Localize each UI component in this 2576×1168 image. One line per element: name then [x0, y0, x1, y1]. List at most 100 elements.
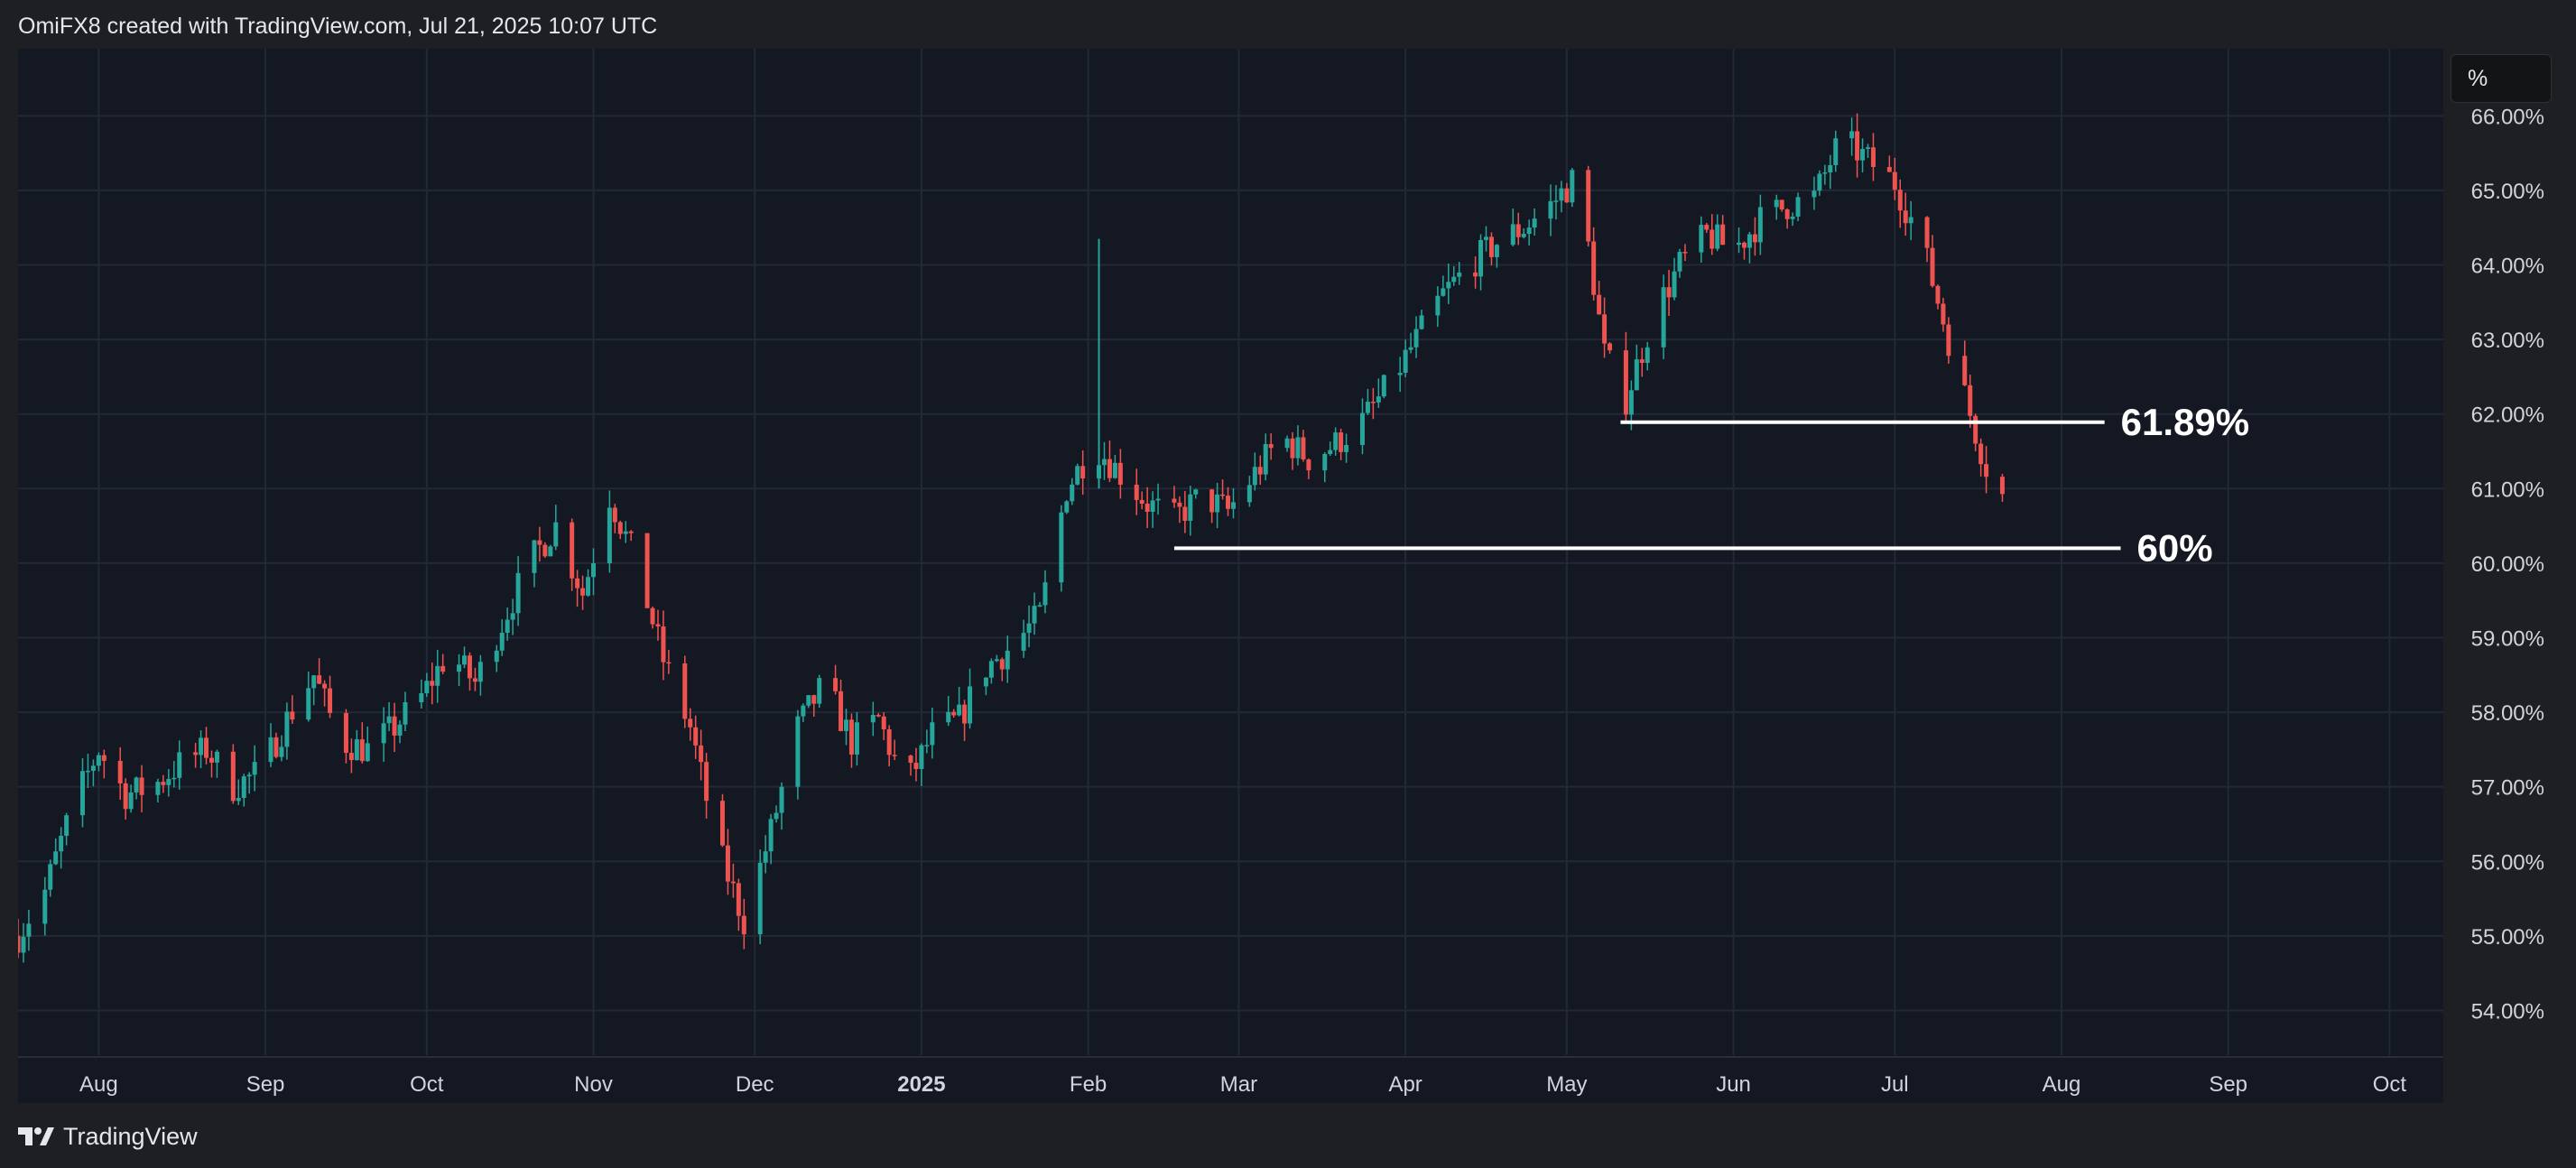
candle-body: [494, 650, 499, 663]
candle-body: [1984, 464, 1989, 477]
candle: [230, 744, 236, 804]
candle-body: [1290, 438, 1295, 459]
candle-body: [1930, 247, 1935, 286]
candle: [1704, 222, 1710, 234]
candle: [1435, 286, 1441, 328]
candle-body: [204, 737, 209, 758]
candle: [999, 657, 1005, 681]
candle-body: [913, 763, 919, 770]
tradingview-logo-icon: [18, 1127, 54, 1145]
candle-body: [1182, 506, 1188, 521]
candle-body: [1215, 494, 1220, 513]
candle: [870, 701, 876, 737]
y-tick-label: 61.00%: [2471, 477, 2544, 502]
tradingview-brand[interactable]: TradingView: [18, 1123, 198, 1150]
candle: [1822, 164, 1828, 185]
candle-body: [946, 711, 951, 723]
candle: [1376, 378, 1381, 408]
candle-body: [848, 719, 854, 755]
candle: [1419, 310, 1424, 330]
candle: [1032, 592, 1037, 635]
candle-body: [553, 522, 559, 547]
candle: [1526, 219, 1532, 246]
candle: [1817, 170, 1822, 196]
candle-body: [1370, 402, 1376, 403]
chart-area[interactable]: 61.89% 60% Aug Sep Oct Nov Dec 2025 Feb Mar Apr May…: [18, 49, 2443, 1103]
candle-body: [1026, 623, 1032, 634]
candle: [655, 609, 661, 641]
candle: [1112, 455, 1117, 479]
candle: [1155, 483, 1161, 515]
candle: [1182, 491, 1188, 533]
candle: [1257, 455, 1263, 486]
candle-body: [1359, 413, 1365, 445]
candle-body: [1946, 324, 1951, 357]
candle: [79, 758, 85, 828]
candle: [962, 700, 968, 741]
candle-body: [612, 507, 617, 523]
candle-body: [273, 737, 279, 757]
candle: [1215, 482, 1220, 529]
candle: [719, 793, 725, 848]
candle: [166, 769, 171, 797]
candle-body: [214, 751, 219, 763]
candle-body: [924, 745, 930, 746]
candle-body: [1564, 188, 1570, 203]
y-axis[interactable]: 54.00% 55.00% 56.00% 57.00% 58.00% 59.00% 60.0…: [2443, 49, 2576, 1103]
candle-body: [430, 681, 435, 686]
candle: [688, 708, 693, 741]
candle-body: [26, 923, 32, 937]
candle: [994, 654, 999, 663]
candle-body: [1333, 432, 1339, 450]
candle: [1591, 227, 1597, 301]
candle-body: [1263, 443, 1268, 475]
price-chart[interactable]: 61.89% 60% Aug Sep Oct Nov Dec 2025 Feb Mar Apr May…: [18, 49, 2443, 1103]
candle-body: [1757, 207, 1763, 243]
candle: [1623, 331, 1628, 424]
candle: [1677, 248, 1682, 278]
candle-body: [699, 745, 704, 763]
candle: [983, 677, 988, 696]
candle-body: [306, 688, 311, 720]
y-tick-label: 56.00%: [2471, 850, 2544, 875]
candle-body: [1699, 225, 1704, 253]
candle: [53, 838, 59, 866]
candle: [1446, 264, 1451, 304]
candle: [1515, 212, 1521, 246]
candle-body: [21, 936, 26, 953]
candle: [548, 544, 553, 557]
percent-scale-button[interactable]: %: [2451, 54, 2552, 103]
candle: [241, 774, 246, 807]
candle-body: [1483, 236, 1488, 240]
candle-body: [1779, 199, 1784, 210]
candle-body: [403, 701, 408, 725]
candle-body: [1639, 359, 1645, 364]
candle: [795, 709, 801, 800]
candle-body: [96, 755, 101, 766]
candle: [586, 569, 591, 598]
candle-body: [1510, 224, 1515, 246]
candle: [499, 619, 505, 656]
candle-body: [811, 695, 817, 704]
x-tick-label: Aug: [79, 1072, 118, 1097]
candle: [1344, 433, 1349, 463]
candle-body: [59, 835, 64, 852]
candle-body: [1672, 271, 1677, 298]
candle-body: [817, 678, 822, 704]
candle: [424, 672, 430, 698]
candle: [839, 679, 844, 732]
candle-body: [661, 626, 666, 663]
candle-body: [1295, 437, 1301, 459]
candle-body: [317, 675, 322, 684]
candle: [553, 505, 559, 551]
candle-body: [1978, 443, 1984, 465]
candle-body: [1413, 329, 1419, 348]
candle: [1548, 184, 1553, 236]
candle: [1365, 388, 1370, 416]
candle-body: [499, 633, 505, 651]
y-tick-label: 59.00%: [2471, 626, 2544, 651]
candle-body: [570, 522, 575, 579]
candle: [913, 747, 919, 782]
candle-body: [1457, 272, 1462, 277]
candle: [1370, 387, 1376, 420]
